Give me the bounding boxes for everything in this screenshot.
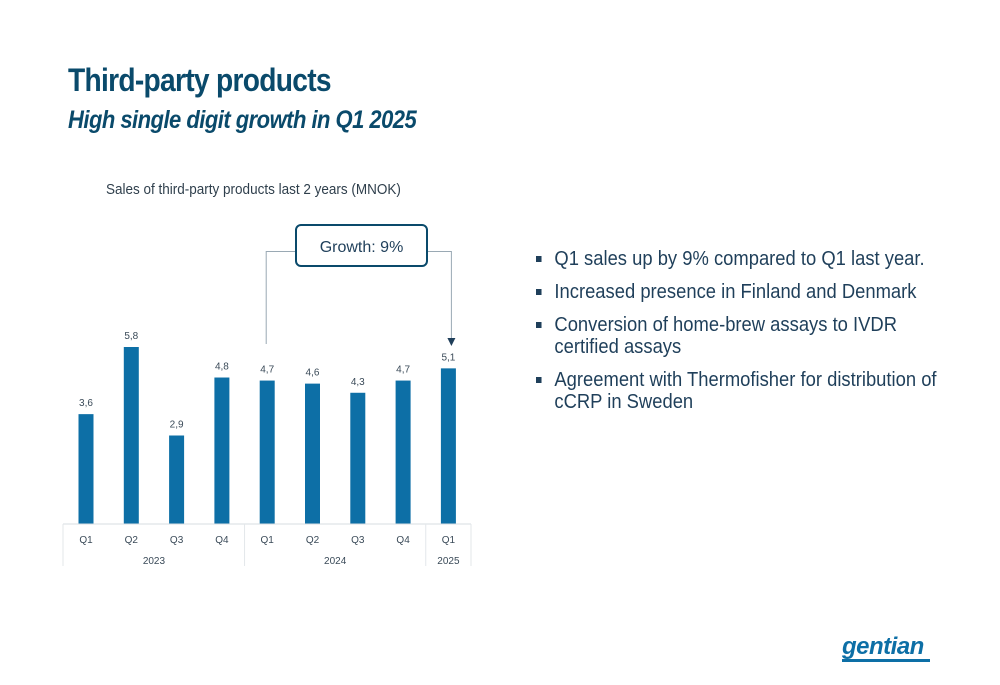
bullet-square-icon — [536, 322, 542, 328]
page-subtitle: High single digit growth in Q1 2025 — [68, 106, 417, 134]
callout-arrowhead-icon — [447, 338, 456, 346]
bar-value-label: 5,8 — [124, 331, 138, 342]
x-tick-label: Q1 — [261, 535, 275, 546]
bar — [440, 368, 456, 524]
bullet-text: Conversion of home-brew assays to IVDR c… — [554, 314, 897, 358]
page-title: Third-party products — [68, 62, 332, 98]
logo-underline — [842, 659, 930, 662]
bullet-item: Agreement with Thermofisher for distribu… — [536, 369, 959, 413]
bar-value-label: 4,7 — [396, 365, 410, 376]
bar-value-label: 4,8 — [215, 362, 229, 373]
bullet-square-icon — [536, 256, 542, 262]
x-tick-label: Q1 — [442, 535, 456, 546]
bar — [214, 377, 230, 524]
bullet-item: Increased presence in Finland and Denmar… — [536, 281, 959, 303]
bar — [395, 380, 411, 524]
x-group-label: 2024 — [324, 556, 347, 567]
bar — [78, 414, 94, 524]
x-tick-label: Q4 — [396, 535, 410, 546]
x-group-label: 2023 — [143, 556, 166, 567]
chart-title: Sales of third-party products last 2 yea… — [106, 181, 401, 198]
gentian-logo: gentian — [842, 633, 924, 660]
x-tick-label: Q4 — [215, 535, 229, 546]
bar-value-label: 4,3 — [351, 377, 365, 388]
callout-connector-right — [427, 251, 452, 343]
bullet-text: Increased presence in Finland and Denmar… — [554, 281, 917, 303]
bar-value-label: 4,6 — [306, 368, 320, 379]
x-group-label: 2025 — [437, 556, 460, 567]
bullet-text: Q1 sales up by 9% compared to Q1 last ye… — [554, 248, 925, 270]
bar — [259, 380, 275, 524]
x-tick-label: Q1 — [79, 535, 93, 546]
bullet-item: Q1 sales up by 9% compared to Q1 last ye… — [536, 248, 959, 270]
bullet-item: Conversion of home-brew assays to IVDR c… — [536, 314, 959, 358]
x-tick-label: Q2 — [306, 535, 320, 546]
bullet-text: Agreement with Thermofisher for distribu… — [554, 369, 937, 413]
callout-text: Growth: 9% — [320, 239, 404, 256]
bar — [169, 435, 185, 524]
bullet-square-icon — [536, 377, 542, 383]
bar-value-label: 3,6 — [79, 398, 93, 409]
bar-value-label: 4,7 — [260, 365, 274, 376]
bar — [123, 347, 139, 524]
callout-box — [295, 224, 428, 267]
bar — [350, 392, 366, 524]
bar-value-label: 2,9 — [170, 420, 184, 431]
bullet-list: Q1 sales up by 9% compared to Q1 last ye… — [536, 248, 966, 424]
bar-value-label: 5,1 — [441, 352, 455, 363]
callout-connector-left — [265, 251, 296, 344]
bar — [305, 383, 320, 524]
x-tick-label: Q3 — [170, 535, 184, 546]
x-tick-label: Q2 — [125, 535, 139, 546]
bullet-square-icon — [536, 289, 542, 295]
x-tick-label: Q3 — [351, 535, 365, 546]
